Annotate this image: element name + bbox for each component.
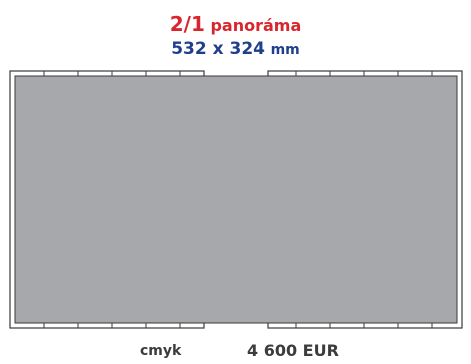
ad-area xyxy=(14,75,458,324)
dimensions-value: 532 x 324 xyxy=(171,39,265,59)
format-dimensions: 532 x 324 mm xyxy=(0,38,471,60)
format-size-label: 2/1 xyxy=(169,12,205,36)
format-name-label: panoráma xyxy=(210,16,302,35)
ruler-ticks xyxy=(43,71,433,328)
color-mode-label: cmyk xyxy=(140,343,182,359)
dimensions-unit: mm xyxy=(270,42,300,58)
format-title: 2/1 panoráma xyxy=(0,11,471,37)
price-label: 4 600 EUR xyxy=(247,341,339,360)
